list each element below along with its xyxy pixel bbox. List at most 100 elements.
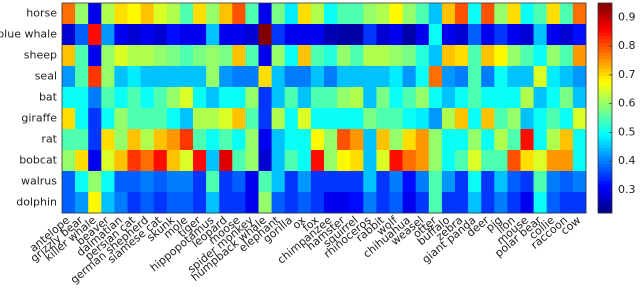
heatmap-cell [206, 24, 220, 46]
heatmap-cell [376, 45, 390, 67]
heatmap-cell [310, 24, 325, 46]
heatmap-cell [258, 150, 272, 172]
heatmap-cell [324, 171, 338, 193]
colorbar-segment [598, 35, 612, 40]
colorbar-segment [598, 160, 612, 165]
heatmap-cell [468, 171, 482, 193]
heatmap-cell [75, 24, 89, 46]
heatmap-cell [533, 108, 547, 130]
heatmap-cell [468, 192, 482, 214]
heatmap-cell [389, 108, 403, 130]
heatmap-cell [219, 24, 233, 46]
heatmap-cell [62, 66, 76, 88]
heatmap-cell [297, 3, 312, 25]
heatmap-cell [114, 3, 128, 25]
heatmap-cell [546, 129, 561, 151]
heatmap-cell [166, 150, 181, 172]
heatmap-cell [520, 150, 534, 172]
heatmap-cell [245, 108, 259, 130]
heatmap-cell [297, 150, 312, 172]
colorbar-segment [598, 108, 612, 112]
colorbar-segment [598, 78, 612, 83]
heatmap-cell [310, 45, 325, 67]
heatmap-cell [193, 150, 207, 172]
heatmap-cell [140, 66, 154, 88]
colorbar-segment [598, 101, 612, 106]
heatmap-cell [258, 3, 272, 25]
heatmap-cell [455, 24, 469, 46]
heatmap-cell [297, 24, 312, 46]
heatmap-cell [363, 66, 377, 88]
heatmap-cell [337, 150, 351, 172]
heatmap-cell [193, 24, 207, 46]
heatmap-cell [494, 66, 508, 88]
y-tick-label: giraffe [21, 112, 57, 125]
colorbar-segment [598, 22, 612, 27]
colorbar-frame [597, 2, 613, 214]
heatmap-cell [153, 108, 168, 130]
colorbar-segment [598, 29, 612, 34]
heatmap-cell [219, 66, 233, 88]
heatmap-cell [284, 108, 299, 130]
colorbar-segment [598, 199, 612, 204]
heatmap-cell [271, 87, 285, 109]
heatmap-cell [494, 87, 508, 109]
heatmap-cell [101, 66, 115, 88]
heatmap-cell [559, 192, 574, 214]
heatmap-cell [507, 129, 521, 151]
colorbar-segment [598, 88, 612, 93]
heatmap-cell [193, 129, 207, 151]
heatmap-cell [337, 3, 351, 25]
colorbar-segment [598, 147, 612, 152]
heatmap-cell [559, 171, 574, 193]
heatmap-cell [245, 45, 259, 67]
heatmap-cell [337, 171, 351, 193]
heatmap-cell [441, 3, 456, 25]
heatmap-cell [166, 45, 181, 67]
heatmap-cell [232, 150, 246, 172]
colorbar-segment [598, 121, 612, 125]
heatmap-cell [258, 108, 272, 130]
heatmap-cell [140, 150, 154, 172]
colorbar-segment [598, 6, 612, 11]
colorbar-segment [598, 42, 612, 47]
heatmap-cell [140, 171, 154, 193]
heatmap-cell [337, 45, 351, 67]
heatmap-cell [363, 129, 377, 151]
heatmap-cell [166, 108, 181, 130]
heatmap-cell [350, 87, 364, 109]
heatmap-cell [441, 87, 456, 109]
colorbar-segment [598, 206, 612, 211]
heatmap-cell [507, 24, 521, 46]
heatmap-cell [389, 192, 403, 214]
heatmap-cell [572, 108, 587, 130]
heatmap-cell [245, 150, 259, 172]
colorbar-segment [598, 170, 612, 175]
heatmap-cell [546, 150, 561, 172]
heatmap-cell [127, 87, 141, 109]
heatmap-cell [559, 45, 574, 67]
heatmap-cell [324, 45, 338, 67]
heatmap-cell [546, 87, 561, 109]
y-tick-label: sheep [24, 49, 57, 62]
heatmap-cell [258, 87, 272, 109]
heatmap-cell [88, 87, 102, 109]
heatmap-cell [310, 108, 325, 130]
heatmap-cell [415, 150, 430, 172]
heatmap-cell [324, 87, 338, 109]
heatmap-cell [284, 129, 299, 151]
heatmap-cell [179, 3, 194, 25]
y-tick-label: bat [39, 91, 58, 104]
heatmap-cell [507, 192, 521, 214]
heatmap-cell [232, 24, 246, 46]
heatmap-cell [75, 192, 89, 214]
heatmap-cell [271, 192, 285, 214]
heatmap-cell [88, 24, 102, 46]
colorbar-segment [598, 134, 612, 139]
heatmap-cell [166, 3, 181, 25]
colorbar-segment [598, 114, 612, 119]
colorbar-segment [598, 75, 612, 79]
heatmap-cell [533, 171, 547, 193]
heatmap-cell [468, 108, 482, 130]
